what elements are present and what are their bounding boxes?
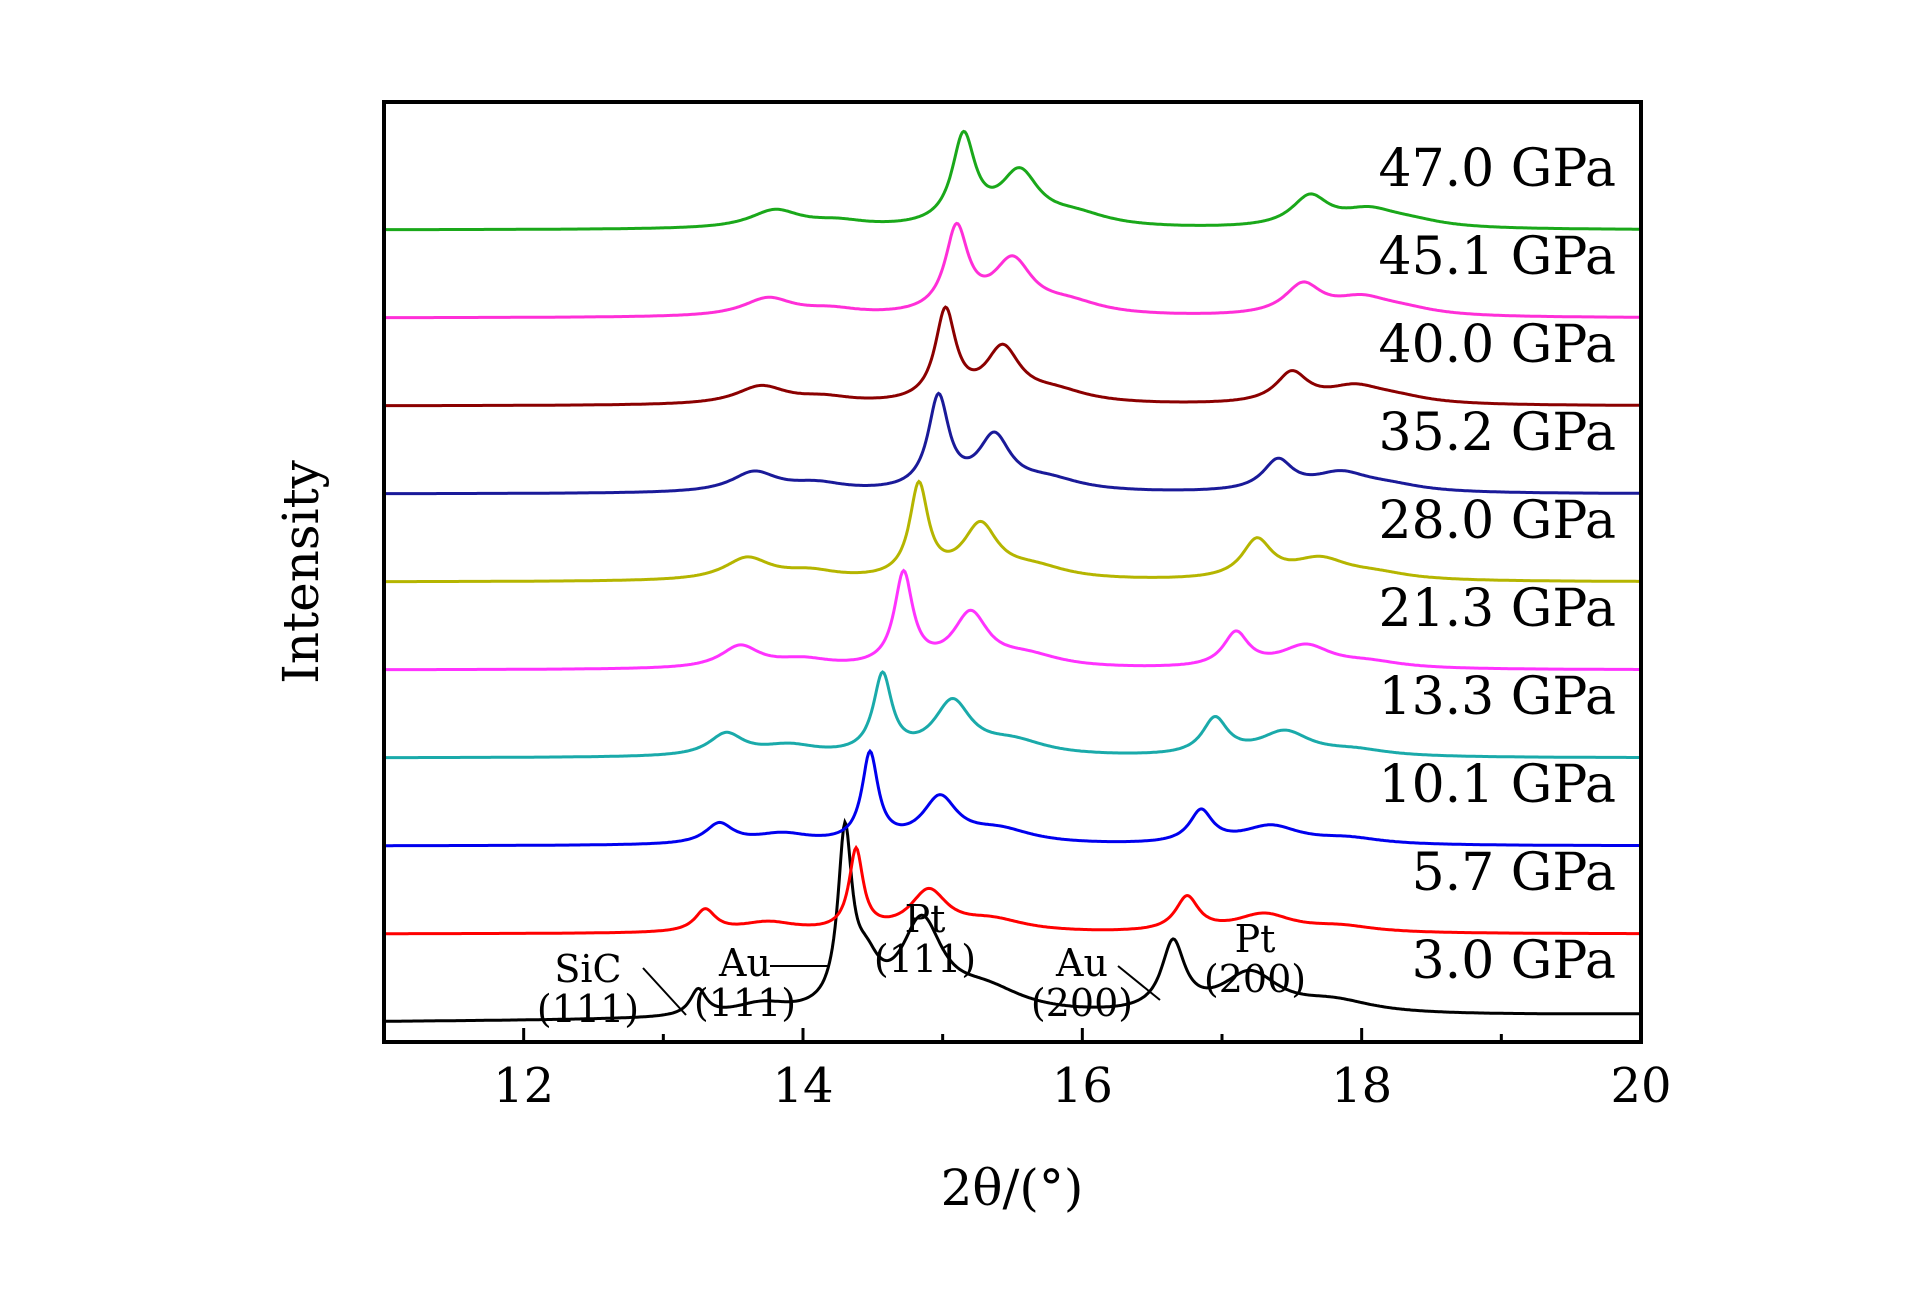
peak-annotation-text: Au: [718, 941, 771, 985]
peak-annotation-text: (200): [1031, 981, 1133, 1025]
peak-annotation-text: SiC: [554, 947, 621, 991]
peak-annotation-text: (111): [537, 987, 639, 1031]
peak-annotation-text: (111): [874, 937, 976, 981]
series-label: 10.1 GPa: [1378, 755, 1616, 815]
series-line-3-0-gpa: [384, 817, 1641, 1023]
series-labels: 3.0 GPa 5.7 GPa 10.1 GPa 13.3 GPa 21.3 GPa 28…: [1378, 139, 1616, 991]
series-line-5-7-gpa: [384, 844, 1641, 936]
plot-frame: [382, 100, 1643, 1044]
peak-annotation-text: Pt: [905, 897, 946, 941]
peak-annotation-leader: [642, 967, 687, 1016]
series-label: 28.0 GPa: [1378, 491, 1616, 551]
series-label: 47.0 GPa: [1378, 139, 1616, 199]
series-line-47-0-gpa: [384, 129, 1641, 232]
peak-annotation-text: (111): [694, 981, 796, 1025]
x-axis-tick-labels: 12 14 16 18 20: [493, 1058, 1671, 1114]
series-label: 21.3 GPa: [1378, 579, 1616, 639]
series-label: 40.0 GPa: [1378, 315, 1616, 375]
series-line-45-1-gpa: [384, 221, 1641, 320]
x-tick-label: 18: [1331, 1058, 1392, 1114]
x-axis-ticks: [522, 1028, 1643, 1042]
series-label: 45.1 GPa: [1378, 227, 1616, 287]
y-axis-title: Intensity: [272, 459, 330, 684]
x-axis-title: 2θ/(°): [941, 1159, 1084, 1217]
peak-annotation-text: Pt: [1235, 917, 1276, 961]
x-tick-label: 14: [772, 1058, 833, 1114]
series-label: 3.0 GPa: [1412, 931, 1616, 991]
series-line-35-2-gpa: [384, 391, 1642, 496]
x-tick-label: 12: [493, 1058, 554, 1114]
peak-annotation-leader: [1117, 965, 1161, 1001]
x-tick-label: 16: [1052, 1058, 1113, 1114]
x-tick-label: 20: [1610, 1058, 1671, 1114]
series-line-21-3-gpa: [384, 568, 1641, 672]
series-line-13-3-gpa: [384, 670, 1641, 760]
series-label: 35.2 GPa: [1378, 403, 1616, 463]
peak-annotation-text: (200): [1204, 957, 1306, 1001]
series-label: 5.7 GPa: [1412, 843, 1616, 903]
peak-annotation-text: Au: [1055, 941, 1108, 985]
peak-annotations: SiC(111)Au(111)Pt(111) Au(200)Pt(200): [537, 897, 1306, 1031]
series-line-40-0-gpa: [384, 305, 1641, 408]
series-line-28-0-gpa: [384, 479, 1641, 584]
curves-layer: [384, 129, 1642, 1023]
series-label: 13.3 GPa: [1378, 667, 1616, 727]
series-line-10-1-gpa: [384, 748, 1641, 848]
